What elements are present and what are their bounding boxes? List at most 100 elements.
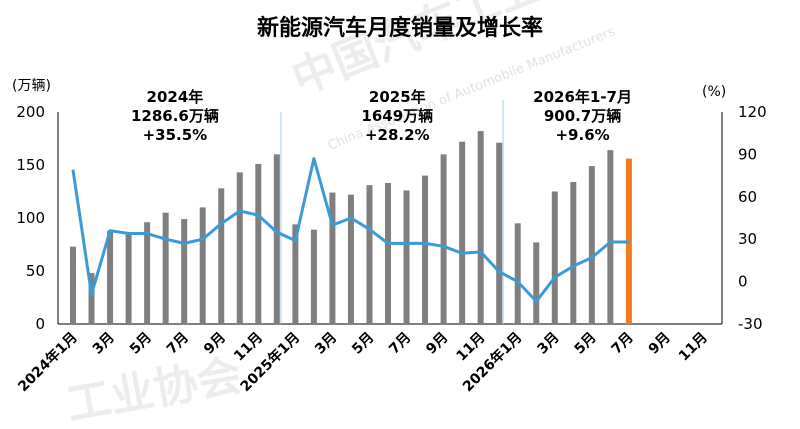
x-tick-label: 5月: [572, 330, 600, 358]
y-left-tick-label: 50: [26, 262, 45, 280]
bar: [236, 172, 243, 324]
y-left-ticks: 0 50 100 150 200: [16, 103, 45, 333]
growth-point: [183, 242, 185, 245]
growth-point: [127, 232, 130, 235]
bar: [440, 154, 447, 324]
y-right-tick-label: 0: [738, 273, 748, 291]
growth-point: [405, 242, 408, 245]
growth-point: [109, 230, 111, 232]
x-tick-label: 3月: [535, 330, 563, 358]
growth-point: [480, 251, 482, 253]
growth-point: [313, 158, 315, 160]
growth-point: [517, 281, 519, 283]
x-tick-label: 5月: [349, 330, 377, 358]
bar: [199, 207, 206, 324]
bar: [477, 131, 484, 324]
y-left-unit: (万辆): [12, 78, 51, 94]
bar: [366, 185, 373, 324]
annotation-year: 2025年: [369, 88, 426, 106]
x-tick-label: 3月: [312, 330, 340, 358]
x-tick-label: 7月: [386, 330, 414, 358]
growth-point: [202, 238, 204, 240]
y-right-tick-label: 90: [738, 145, 757, 163]
y-left-tick-label: 100: [16, 209, 45, 227]
growth-point: [461, 252, 463, 254]
bar: [310, 229, 317, 324]
growth-point: [331, 224, 334, 226]
y-right-tick-label: 120: [738, 103, 767, 121]
bar: [88, 273, 95, 324]
bar: [385, 183, 392, 324]
annotation-year: 2024年: [147, 88, 204, 106]
annotation-growth: +9.6%: [555, 126, 609, 144]
bar: [347, 194, 354, 324]
growth-point: [498, 271, 500, 273]
y-left-tick-label: 150: [16, 156, 45, 174]
bar: [218, 188, 225, 324]
growth-point: [609, 241, 611, 243]
x-tick-label: 11月: [676, 330, 711, 365]
bar: [422, 175, 429, 324]
bar: [273, 154, 280, 324]
growth-point: [554, 276, 556, 278]
growth-point: [628, 241, 630, 243]
bar: [181, 219, 188, 324]
x-tick-label: 3月: [90, 330, 118, 358]
growth-point: [591, 256, 593, 259]
growth-point: [424, 242, 426, 245]
bar: [144, 222, 151, 324]
bar: [533, 242, 540, 324]
y-right-tick-label: 30: [738, 230, 757, 248]
growth-point: [294, 240, 296, 242]
chart-title: 新能源汽车月度销量及增长率: [257, 15, 543, 41]
x-tick-label: 7月: [609, 330, 637, 358]
annotation-total: 900.7万辆: [544, 107, 621, 125]
bar: [607, 150, 614, 324]
growth-point: [572, 265, 574, 267]
watermark-bottom: 工业协会: [63, 350, 245, 429]
growth-point: [535, 300, 537, 302]
bar: [514, 223, 521, 324]
bar: [255, 163, 262, 324]
watermark: 中国汽车工业协会 China Association of Automobile…: [63, 0, 630, 429]
growth-point: [220, 223, 222, 225]
bar: [551, 191, 558, 324]
annotation-total: 1286.6万辆: [131, 107, 219, 125]
annotation-growth: +35.5%: [143, 126, 208, 144]
bar: [329, 192, 336, 324]
x-tick-label: 5月: [127, 330, 155, 358]
y-right-tick-label: -30: [738, 315, 763, 333]
bar: [292, 224, 299, 324]
growth-point: [350, 217, 352, 219]
growth-point: [443, 245, 445, 247]
bar-series: [70, 131, 632, 324]
growth-point: [368, 228, 371, 230]
bar: [570, 181, 577, 324]
y-left-tick-label: 200: [16, 103, 45, 121]
bar: [403, 190, 410, 324]
growth-point: [276, 231, 278, 233]
annotation-year: 2026年1-7月: [533, 88, 632, 106]
growth-point: [146, 232, 148, 235]
growth-point: [387, 242, 389, 245]
growth-point: [72, 169, 74, 171]
y-right-ticks: -30 0 30 60 90 120: [738, 103, 767, 333]
growth-line-series: [71, 157, 630, 303]
bar: [125, 233, 132, 324]
bar: [496, 142, 503, 324]
annotation-growth: +28.2%: [365, 126, 430, 144]
growth-point: [165, 238, 167, 240]
x-tick-label: 9月: [646, 330, 674, 358]
bar: [588, 166, 595, 324]
y-right-unit: (%): [702, 84, 726, 100]
bar: [107, 230, 114, 324]
bar: [162, 212, 169, 324]
growth-point: [257, 214, 259, 216]
y-left-tick-label: 0: [35, 315, 45, 333]
bar: [459, 141, 466, 324]
bar: [70, 246, 76, 324]
x-tick-label: 9月: [423, 330, 451, 358]
y-right-tick-label: 60: [738, 188, 757, 206]
